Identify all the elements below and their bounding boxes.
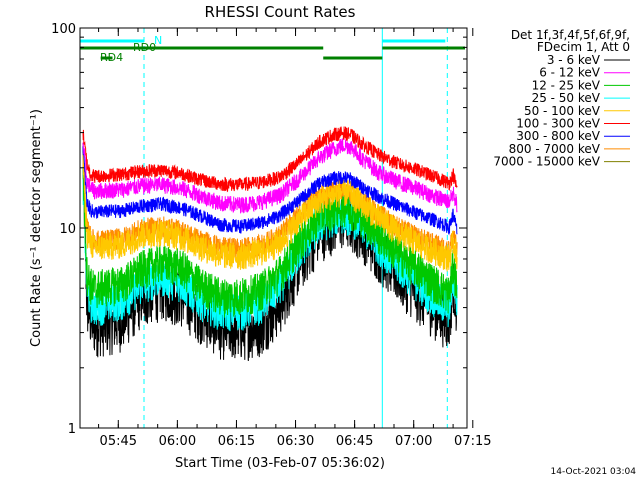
legend-entry-label: 7000 - 15000 keV [493,155,600,169]
attenuator-label-n: N [154,34,162,47]
legend-entry-label: 800 - 7000 keV [509,142,601,156]
x-tick-label: 06:45 [336,434,373,449]
legend-header-line-2: FDecim 1, Att 0 [537,40,630,54]
y-axis-label: Count Rate (s⁻¹ detector segment⁻¹) [29,109,44,347]
series-line-100-300-kev [82,126,458,193]
y-tick-label: 10 [59,222,76,237]
axes: 05:45 06:00 06:15 06:30 06:45 07:00 07:15 1 10 10… [51,22,491,449]
x-tick-label: 06:00 [159,434,196,449]
x-tick-label: 06:30 [277,434,314,449]
legend-entry-label: 3 - 6 keV [547,53,601,67]
legend: Det 1f,3f,4f,5f,6f,9f, FDecim 1, Att 0 3… [493,28,630,169]
series-layer [82,126,458,362]
y-tick-label: 100 [51,22,76,37]
x-axis-label: Start Time (03-Feb-07 05:36:02) [175,456,385,471]
legend-entry-label: 25 - 50 keV [532,91,601,105]
series-line-300-800-kev [82,143,458,236]
chart-title: RHESSI Count Rates [205,3,356,21]
x-tick-label: 07:15 [454,434,491,449]
series-line-50-100-kev [82,152,458,272]
series-line-12-25-kev [82,168,458,318]
legend-entry-label: 50 - 100 keV [524,104,601,118]
attenuator-label-rd4: RD4 [100,51,123,64]
series-line-3-6-kev [82,143,458,362]
timestamp: 14-Oct-2021 03:04 [551,467,637,477]
legend-entry-label: 6 - 12 keV [539,66,601,80]
y-tick-label: 1 [68,422,76,437]
legend-header-line-1: Det 1f,3f,4f,5f,6f,9f, [511,28,630,42]
attenuator-label-rd0: RD0 [133,41,156,54]
legend-entry-label: 100 - 300 keV [516,117,600,131]
x-tick-label: 05:45 [100,434,137,449]
legend-entry-label: 300 - 800 keV [516,129,600,143]
x-tick-label: 07:00 [395,434,432,449]
series-line-6-12-kev [82,138,458,214]
x-tick-label: 06:15 [218,434,255,449]
legend-entry-label: 12 - 25 keV [532,78,601,92]
